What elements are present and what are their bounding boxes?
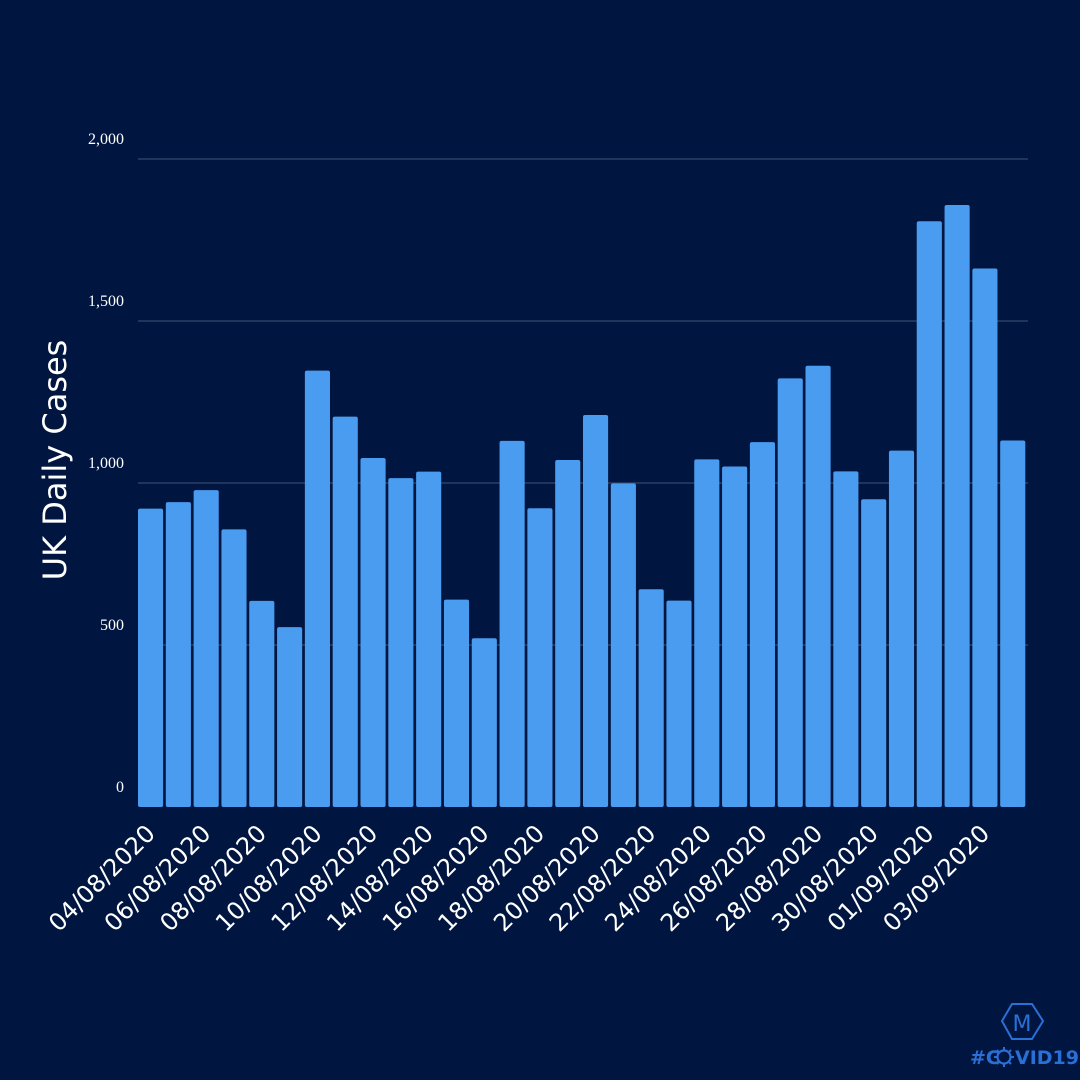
- bar-16/08/2020: [471, 638, 497, 807]
- y-tick-label: 1,000: [88, 455, 124, 472]
- logo-letter: M: [1013, 1012, 1032, 1037]
- bar-10/08/2020: [304, 370, 330, 807]
- y-axis-title: UK Daily Cases: [36, 340, 74, 581]
- bar-11/08/2020: [332, 416, 358, 807]
- bar-06/08/2020: [193, 490, 219, 807]
- bar-31/08/2020: [888, 450, 915, 807]
- y-tick-label: 0: [116, 779, 124, 796]
- bar-09/08/2020: [277, 627, 303, 807]
- hexagon-logo-icon: [1000, 1003, 1045, 1040]
- bar-24/08/2020: [694, 459, 720, 807]
- bar-21/08/2020: [610, 483, 636, 807]
- y-tick-label: 2,000: [88, 131, 124, 148]
- bar-07/08/2020: [221, 529, 247, 807]
- bar-03/09/2020: [972, 268, 998, 808]
- y-tick-label: 500: [100, 617, 124, 634]
- bar-29/08/2020: [833, 471, 859, 807]
- y-tick-label: 1,500: [88, 293, 124, 310]
- bar-19/08/2020: [555, 459, 581, 807]
- bar-28/08/2020: [805, 365, 831, 807]
- bar-23/08/2020: [666, 600, 692, 807]
- bar-26/08/2020: [749, 442, 775, 807]
- hashtag-right: VID19: [1015, 1047, 1079, 1069]
- bar-15/08/2020: [443, 599, 470, 807]
- bar-04/09/2020: [1000, 440, 1026, 807]
- bar-04/08/2020: [138, 508, 164, 807]
- bar-01/09/2020: [916, 221, 942, 807]
- bar-18/08/2020: [527, 508, 553, 807]
- bar-27/08/2020: [777, 378, 803, 807]
- x-axis-ticks: 04/08/202006/08/202008/08/202010/08/2020…: [43, 819, 995, 937]
- bar-08/08/2020: [249, 600, 275, 807]
- bar-22/08/2020: [638, 589, 664, 807]
- bar-12/08/2020: [360, 458, 386, 807]
- bar-20/08/2020: [583, 414, 609, 807]
- bar-25/08/2020: [722, 466, 748, 807]
- bar-02/09/2020: [944, 205, 970, 807]
- bars: [138, 205, 1026, 808]
- brand-logo: M #C VID19: [970, 1003, 1079, 1069]
- hashtag-left: #C: [970, 1047, 1000, 1069]
- bar-05/08/2020: [165, 502, 191, 807]
- virus-icon: [994, 1047, 1014, 1067]
- y-axis-ticks: 0 500 1,000 1,500 2,000: [88, 131, 124, 796]
- bar-30/08/2020: [861, 499, 887, 807]
- bar-14/08/2020: [416, 471, 442, 807]
- bar-13/08/2020: [388, 478, 414, 807]
- bar-17/08/2020: [499, 440, 525, 807]
